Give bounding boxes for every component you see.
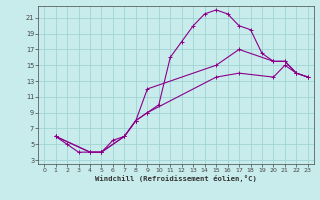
X-axis label: Windchill (Refroidissement éolien,°C): Windchill (Refroidissement éolien,°C): [95, 175, 257, 182]
